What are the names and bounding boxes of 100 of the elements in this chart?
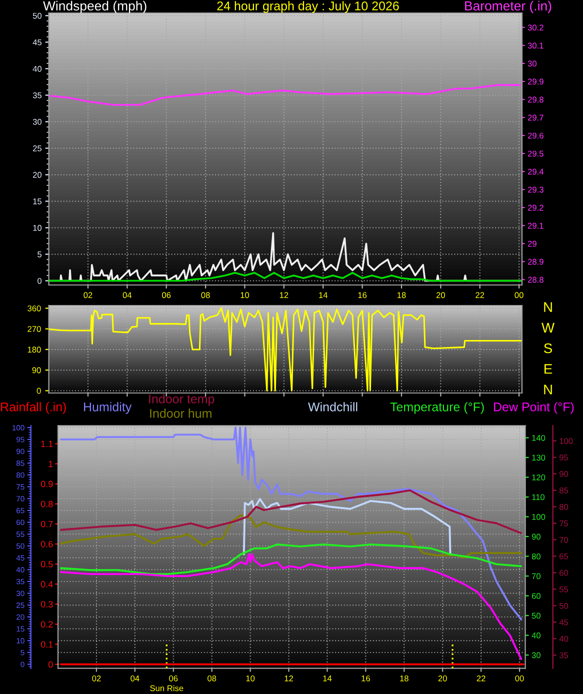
- y2-tick-label: 29: [528, 240, 536, 247]
- y-tick-label: 45: [559, 619, 568, 626]
- x-tick-label: 04: [130, 675, 140, 682]
- y2-tick-label: 120: [532, 474, 546, 480]
- y2-tick-label: 29.3: [528, 186, 544, 193]
- x-tick-label: 18: [400, 675, 408, 682]
- y-tick-label: 60: [560, 570, 568, 576]
- x-tick-label: 12: [280, 292, 288, 298]
- x-tick-label: 20: [438, 675, 447, 682]
- x-tick-label: 18: [397, 292, 406, 298]
- y3-tick-label: 0: [48, 661, 53, 668]
- y2-tick-label: 29.2: [528, 204, 544, 211]
- x-tick-label: 06: [162, 292, 171, 298]
- line-series: [60, 553, 522, 660]
- y2-tick-label: 70: [532, 573, 540, 580]
- y2-tick-label: 28.9: [528, 258, 544, 265]
- y-tick-label: 25: [33, 145, 42, 152]
- text: Temperature (°F): [390, 402, 484, 414]
- y-tick-label: 45: [32, 39, 42, 46]
- y2-axis-title: Barometer (.in): [465, 0, 552, 14]
- y-tick-label: 40: [559, 636, 568, 642]
- text: N: [544, 384, 552, 394]
- y-tick-label: 70: [560, 536, 568, 543]
- y3-tick-label: 0.3: [40, 601, 53, 608]
- y3-tick-label: 0.2: [40, 621, 53, 628]
- series-label: Humidity: [84, 402, 132, 414]
- text: Windchill: [308, 402, 358, 412]
- y2-tick-label: 90: [532, 534, 540, 540]
- line-series: [60, 514, 522, 559]
- y-tick-label: 35: [559, 652, 568, 658]
- y-tick-label: 100: [560, 438, 573, 444]
- y2-tick-label: 29.4: [528, 168, 544, 175]
- x-tick-label: 16: [358, 292, 367, 298]
- y-tick-label: 35: [32, 92, 42, 98]
- y2-tick-label: 30.2: [528, 24, 544, 31]
- line-series: [242, 498, 452, 556]
- text: N: [544, 302, 552, 312]
- y-tick-label: 75: [560, 520, 568, 526]
- y3-tick-label: 0.4: [40, 581, 53, 588]
- x-tick-label: 08: [208, 675, 216, 682]
- y2-tick-label: 30: [532, 652, 540, 658]
- y2-tick-label: 29.1: [528, 222, 544, 229]
- y-tick-label: 5: [38, 252, 42, 258]
- line-series: [48, 272, 522, 282]
- y2-tick-label: 60: [532, 592, 540, 599]
- x-tick-label: 08: [201, 292, 210, 298]
- y2-tick-label: 130: [532, 454, 546, 461]
- y2-tick-label: 140: [532, 434, 546, 441]
- text: E: [544, 364, 552, 374]
- x-tick-label: 22: [476, 292, 484, 298]
- line-series: [60, 426, 522, 620]
- y2-tick-label: 110: [532, 494, 545, 500]
- y2-tick-label: 100: [532, 514, 546, 520]
- x-tick-label: 00: [514, 292, 524, 298]
- x-tick-label: 00: [515, 675, 524, 682]
- y3-tick-label: 1: [48, 460, 53, 468]
- line-series: [60, 543, 522, 576]
- x-tick-label: 10: [240, 292, 250, 298]
- line-series: [60, 489, 522, 534]
- y-tick-label: 85: [559, 488, 568, 494]
- ref-line-label: Sun Rise: [150, 685, 184, 692]
- y2-tick-label: 40: [532, 632, 540, 638]
- y3-tick-label: 0.6: [40, 540, 53, 548]
- y-tick-label: 180: [28, 346, 41, 353]
- x-tick-label: 16: [362, 675, 370, 682]
- y-tick-label: 20: [33, 172, 42, 178]
- text: Indoor hum: [150, 408, 212, 418]
- x-tick-label: 20: [436, 292, 445, 298]
- y-tick-label: 80: [559, 504, 568, 510]
- y-tick-label: 50: [559, 602, 568, 609]
- y-tick-label: 90: [560, 471, 568, 477]
- y-tick-label: 30: [32, 118, 42, 125]
- y-tick-label: 270: [28, 326, 41, 332]
- y2-tick-label: 29.5: [528, 150, 544, 157]
- y-tick-label: 90: [32, 367, 41, 374]
- y-tick-label: 50: [32, 12, 42, 19]
- y2-tick-label: 80: [532, 553, 540, 560]
- x-tick-label: 12: [284, 675, 293, 682]
- y2-tick-label: 29.6: [528, 132, 544, 139]
- y2-tick-label: 30.1: [528, 42, 544, 49]
- y3-tick-label: 0.8: [40, 500, 53, 508]
- chart-title: 24 hour graph day : July 10 2026: [217, 1, 399, 13]
- y3-tick-label: 0.9: [40, 480, 53, 488]
- y2-tick-label: 29.9: [528, 78, 544, 85]
- line-series: [49, 84, 521, 106]
- y3-tick-label: 0.7: [40, 520, 53, 528]
- y3-tick-label: 1.1: [41, 440, 53, 448]
- x-tick-label: 02: [84, 292, 92, 298]
- y2-tick-label: 50: [532, 612, 540, 619]
- y3-tick-label: 0.5: [40, 561, 53, 568]
- y2-tick-label: 29.7: [528, 114, 544, 121]
- x-tick-label: 10: [246, 675, 255, 682]
- y-tick-label: 65: [560, 553, 568, 560]
- y-tick-label: 10: [33, 224, 42, 231]
- text: S: [544, 343, 552, 354]
- x-tick-label: 02: [92, 675, 101, 682]
- y-tick-label: 95: [560, 454, 568, 460]
- text: Indoor temp: [149, 394, 214, 406]
- y2-tick-label: 28.8: [528, 276, 544, 283]
- y2-tick-label: 30: [528, 60, 536, 67]
